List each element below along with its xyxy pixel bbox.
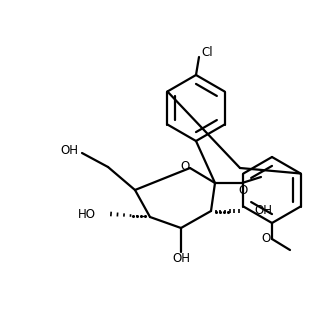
Text: Cl: Cl [201, 47, 213, 59]
Text: O: O [261, 232, 271, 245]
Text: OH: OH [60, 144, 78, 156]
Text: OH: OH [254, 205, 272, 217]
Text: O: O [238, 183, 248, 196]
Text: HO: HO [78, 208, 96, 220]
Text: OH: OH [172, 252, 190, 266]
Text: O: O [181, 160, 190, 174]
